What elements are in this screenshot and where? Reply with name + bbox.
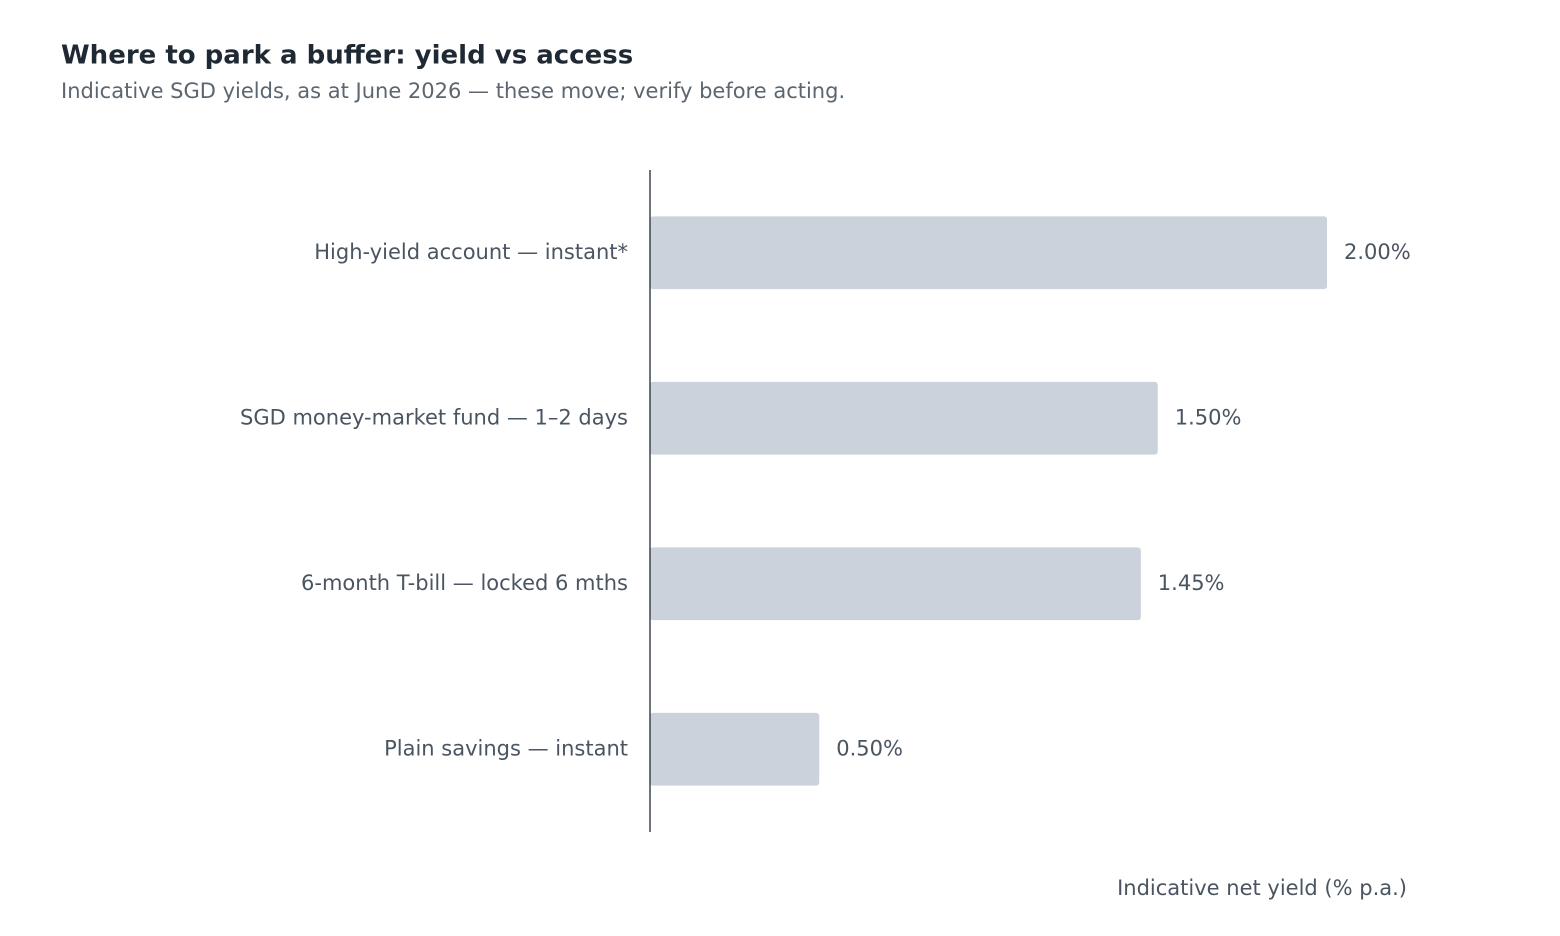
value-label: 2.00% — [1344, 240, 1411, 264]
value-label: 1.45% — [1158, 571, 1225, 595]
bar — [650, 547, 1141, 621]
category-label: SGD money-market fund — 1–2 days — [240, 405, 628, 429]
bar — [650, 381, 1158, 455]
bar — [650, 216, 1327, 290]
value-label: 1.50% — [1175, 405, 1242, 429]
x-axis-label: Indicative net yield (% p.a.) — [1117, 876, 1407, 900]
bar — [650, 712, 820, 786]
chart-title: Where to park a buffer: yield vs access — [61, 41, 633, 71]
category-label: Plain savings — instant — [384, 736, 628, 760]
value-label: 0.50% — [836, 736, 903, 760]
category-label: 6-month T-bill — locked 6 mths — [301, 571, 628, 595]
chart-subtitle: Indicative SGD yields, as at June 2026 —… — [61, 79, 845, 103]
category-label: High-yield account — instant* — [314, 240, 628, 264]
